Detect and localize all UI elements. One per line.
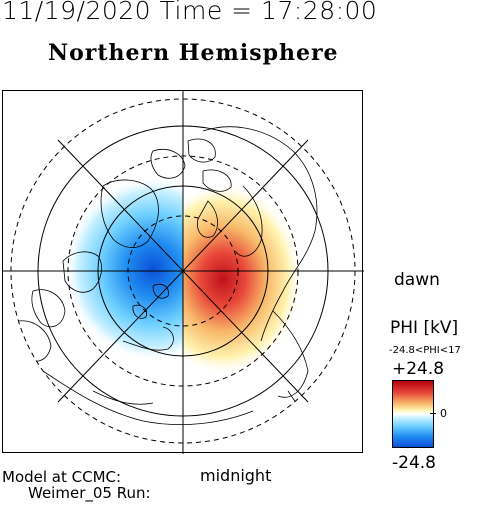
- polar-map-frame: [2, 90, 364, 454]
- midnight-label: midnight: [200, 466, 272, 485]
- colorbar-zero-tick: [430, 413, 436, 414]
- colorbar-range: -24.8<PHI<17: [389, 345, 461, 356]
- positive-potential-cell: [183, 183, 303, 375]
- model-credit-line2: Weimer_05 Run:: [28, 484, 151, 502]
- hemisphere-title: Northern Hemisphere: [48, 40, 339, 66]
- colorbar-title: PHI [kV]: [390, 318, 459, 338]
- dawn-label: dawn: [394, 270, 440, 290]
- model-credit-line1: Model at CCMC:: [2, 468, 122, 486]
- colorbar-max-label: +24.8: [392, 359, 445, 379]
- colorbar-zero-label: 0: [440, 407, 447, 420]
- polar-map: [3, 91, 364, 454]
- negative-potential-cell: [65, 177, 183, 361]
- colorbar-gradient: [392, 380, 434, 448]
- meridian-grid: [3, 91, 364, 454]
- continent-outlines: [16, 126, 324, 432]
- colorbar-min-label: -24.8: [392, 453, 436, 473]
- date-time-title: 11/19/2020 Time = 17:28:00: [2, 0, 378, 25]
